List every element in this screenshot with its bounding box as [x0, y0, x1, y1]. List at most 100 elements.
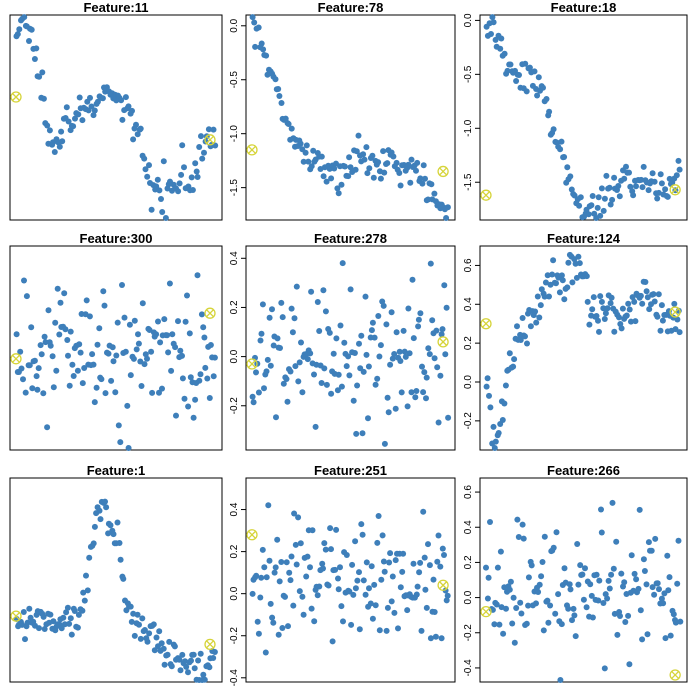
data-point — [675, 157, 682, 164]
data-point — [657, 327, 664, 334]
data-point — [21, 277, 27, 284]
data-point — [377, 342, 384, 349]
data-point — [150, 621, 157, 628]
data-point — [528, 562, 535, 569]
data-point — [498, 35, 505, 42]
y-tick-label: -0.5 — [463, 65, 474, 83]
data-point — [258, 330, 265, 337]
y-tick-label: 0.0 — [229, 18, 240, 32]
data-point — [304, 356, 311, 363]
data-point — [631, 298, 638, 305]
data-point — [609, 499, 616, 506]
data-point — [276, 93, 283, 99]
data-point — [532, 308, 539, 315]
data-point — [323, 178, 330, 185]
data-point — [535, 74, 542, 81]
data-point — [311, 618, 318, 625]
data-point — [197, 371, 204, 378]
data-point — [404, 403, 411, 410]
data-point — [182, 658, 188, 665]
data-point — [484, 375, 491, 382]
data-point — [100, 288, 107, 295]
data-point — [434, 558, 441, 565]
data-point — [76, 341, 83, 348]
data-point — [335, 190, 342, 197]
data-point — [20, 609, 27, 615]
data-point — [553, 280, 559, 287]
data-point — [631, 570, 638, 577]
data-point — [381, 440, 388, 447]
data-point — [343, 552, 350, 558]
data-point — [553, 529, 560, 536]
data-point — [513, 78, 520, 84]
data-point — [509, 620, 516, 627]
data-point — [413, 167, 419, 174]
highlight-marker — [669, 184, 681, 196]
data-point — [601, 665, 608, 672]
data-point — [81, 365, 88, 371]
data-point — [655, 291, 662, 298]
data-point — [84, 587, 91, 594]
data-point — [443, 597, 450, 604]
highlight-marker — [669, 669, 681, 681]
data-point — [60, 614, 67, 621]
data-point — [171, 643, 178, 650]
data-point — [179, 375, 186, 382]
data-point — [285, 121, 292, 127]
data-point — [604, 595, 611, 602]
data-point — [522, 333, 528, 340]
data-point — [626, 306, 633, 313]
data-point — [381, 568, 388, 575]
data-point — [656, 586, 662, 593]
data-point — [196, 144, 203, 150]
highlight-marker — [246, 529, 258, 541]
data-point — [502, 382, 509, 389]
data-point — [210, 126, 217, 133]
data-point — [507, 578, 514, 585]
data-point — [635, 585, 642, 592]
data-point — [625, 612, 632, 619]
data-point — [201, 334, 208, 341]
data-point — [401, 348, 408, 355]
data-point — [665, 587, 672, 594]
data-point — [352, 585, 359, 592]
data-point — [488, 31, 494, 37]
data-point — [146, 630, 153, 637]
data-point — [300, 158, 307, 165]
data-point — [66, 382, 73, 389]
data-point — [623, 312, 630, 319]
data-point — [185, 669, 191, 676]
data-point — [658, 180, 665, 187]
data-point — [500, 630, 507, 637]
data-point — [64, 337, 71, 343]
data-point — [356, 340, 362, 347]
data-point — [395, 625, 401, 632]
data-point — [50, 618, 57, 625]
data-point — [618, 570, 625, 577]
data-point — [193, 168, 200, 175]
data-point — [353, 148, 360, 155]
data-point — [347, 164, 354, 171]
panel-title: Feature:1 — [87, 463, 146, 478]
data-point — [412, 394, 419, 401]
data-point — [676, 329, 683, 336]
data-point — [654, 313, 661, 320]
data-point — [22, 636, 28, 643]
data-point — [585, 211, 592, 218]
data-point — [13, 331, 20, 338]
data-point — [352, 166, 359, 173]
y-tick-label: 0.0 — [229, 349, 240, 363]
data-point — [670, 611, 677, 618]
y-tick-label: -0.2 — [463, 412, 474, 430]
data-point — [250, 399, 257, 406]
data-point — [192, 160, 199, 167]
data-point — [65, 118, 72, 125]
panel-8: Feature:251 0.4 0.2 0.0 -0.2 -0.4 — [229, 463, 456, 686]
data-point — [175, 318, 181, 325]
data-point — [549, 271, 556, 278]
data-point — [340, 618, 346, 625]
data-point — [154, 176, 161, 183]
data-point — [384, 160, 391, 167]
data-point — [71, 608, 78, 614]
